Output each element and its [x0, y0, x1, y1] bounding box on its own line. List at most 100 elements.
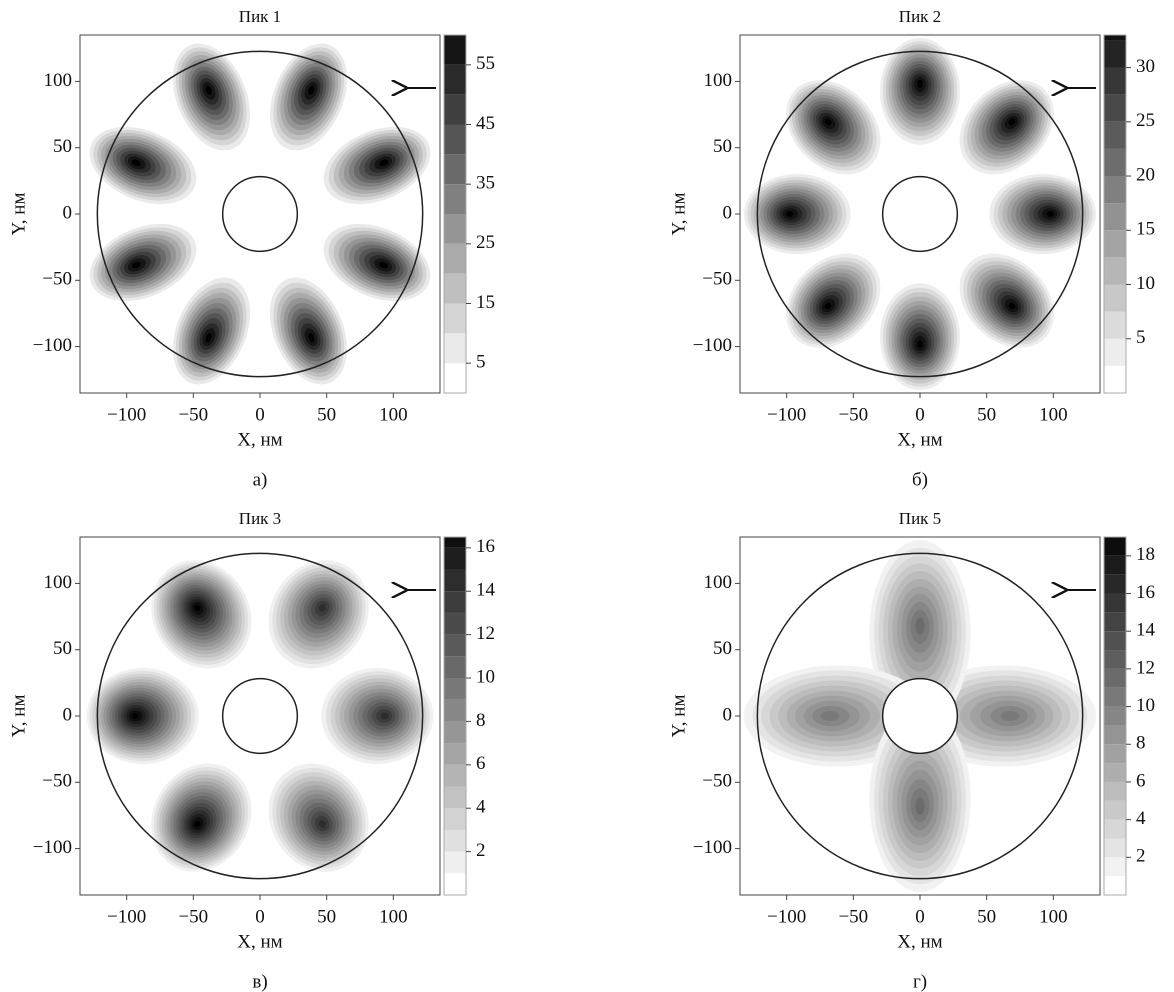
- lobe: [172, 43, 251, 151]
- colorbar-band: [1104, 781, 1126, 801]
- contour-band: [318, 604, 326, 612]
- x-tick-label: 100: [1039, 404, 1068, 425]
- x-axis-label: X, нм: [237, 931, 282, 952]
- y-tick-label: 50: [713, 638, 732, 659]
- contour-band: [131, 713, 139, 719]
- colorbar-band: [444, 829, 466, 852]
- y-axis-label: Y, нм: [668, 193, 689, 236]
- x-tick-label: 100: [1039, 906, 1068, 927]
- colorbar-band: [1104, 687, 1126, 707]
- colorbar-band: [444, 363, 466, 393]
- y-axis-label: Y, нм: [8, 193, 29, 236]
- colorbar-band: [444, 303, 466, 334]
- colorbar-tick-label: 5: [476, 352, 486, 373]
- y-tick-label: −50: [42, 771, 72, 792]
- panel-caption: а): [253, 469, 268, 490]
- colorbar-band: [1104, 257, 1126, 285]
- colorbar-tick-label: 16: [476, 536, 495, 557]
- lobe: [151, 560, 252, 669]
- lobe: [880, 38, 960, 145]
- x-tick-label: −50: [838, 404, 868, 425]
- lobe: [268, 560, 369, 669]
- colorbar-band: [444, 678, 466, 700]
- lobe: [151, 763, 252, 872]
- colorbar-tick-label: 45: [476, 113, 495, 134]
- colorbar-band: [444, 537, 466, 548]
- colorbar-tick-label: 15: [476, 292, 495, 313]
- y-tick-label: 50: [713, 136, 732, 157]
- colorbar-band: [444, 634, 466, 657]
- colorbar-band: [1104, 574, 1126, 594]
- colorbar-band: [444, 94, 466, 125]
- x-tick-label: 100: [379, 404, 408, 425]
- colorbar-tick-label: 8: [476, 710, 486, 731]
- colorbar-tick-label: 55: [476, 53, 495, 74]
- inner-boundary: [881, 677, 959, 755]
- outer-boundary: [96, 552, 424, 880]
- y-axis-label: Y, нм: [8, 695, 29, 738]
- lobe: [880, 283, 960, 390]
- contour-band: [1008, 302, 1016, 310]
- colorbar-band: [1104, 311, 1126, 339]
- field: [744, 540, 1096, 892]
- colorbar-band: [1104, 338, 1126, 366]
- colorbar-band: [1104, 203, 1126, 231]
- x-axis-label: X, нм: [897, 931, 942, 952]
- panel: Пик 5 −100 −50 0 50 100 −100 −50 0 50 100 X, нм Y, н…: [668, 509, 1155, 992]
- panel: Пик 2 −100 −50 0 50 100 −100 −50 0 50 100 X, нм Y, н…: [668, 7, 1155, 490]
- lobe: [323, 126, 431, 205]
- y-axis-label: Y, нм: [668, 695, 689, 738]
- x-tick-label: −50: [178, 906, 208, 927]
- contour-band: [915, 617, 925, 635]
- lobe: [786, 253, 881, 348]
- y-tick-label: 100: [44, 70, 73, 91]
- panel-title: Пик 5: [899, 509, 941, 528]
- contour-band: [917, 340, 923, 348]
- x-tick-label: −50: [838, 906, 868, 927]
- colorbar-band: [1104, 148, 1126, 177]
- y-tick-label: 100: [704, 70, 733, 91]
- lobe: [321, 668, 434, 764]
- colorbar-band: [1104, 365, 1126, 393]
- colorbar-band: [1104, 800, 1126, 820]
- y-tick-label: −100: [693, 837, 732, 858]
- colorbar-tick-label: 25: [1136, 110, 1155, 131]
- x-axis-label: X, нм: [897, 429, 942, 450]
- colorbar-band: [1104, 819, 1126, 839]
- lobe: [959, 80, 1054, 175]
- colorbar-band: [444, 612, 466, 635]
- inner-boundary: [221, 175, 299, 253]
- colorbar-tick-label: 8: [1136, 733, 1146, 754]
- colorbar-band: [1104, 176, 1126, 204]
- contour-band: [1008, 118, 1016, 126]
- colorbar-band: [1104, 555, 1126, 575]
- lobe: [86, 668, 199, 764]
- contour-band: [131, 262, 141, 269]
- colorbar-band: [1104, 725, 1126, 745]
- contour-band: [205, 85, 212, 95]
- colorbar-frame: [1103, 34, 1127, 394]
- colorbar-band: [444, 273, 466, 304]
- colorbar-tick-label: 2: [476, 840, 486, 861]
- colorbar-band: [1104, 763, 1126, 782]
- colorbar-band: [1104, 838, 1126, 858]
- contour-band: [380, 712, 389, 720]
- colorbar-band: [444, 64, 466, 95]
- colorbar-band: [1104, 121, 1126, 149]
- outer-boundary: [756, 50, 1084, 378]
- contour-band: [820, 710, 840, 722]
- x-tick-label: 100: [379, 906, 408, 927]
- colorbar-band: [444, 333, 466, 364]
- lobe: [172, 277, 251, 385]
- contour-band: [1046, 211, 1054, 217]
- lobe: [268, 763, 369, 872]
- y-tick-label: −100: [693, 335, 732, 356]
- contour-band: [917, 80, 923, 88]
- colorbar-band: [1104, 631, 1126, 651]
- contour-band: [205, 333, 212, 343]
- colorbar-band: [444, 699, 466, 722]
- y-tick-label: 100: [44, 572, 73, 593]
- contour-band: [194, 604, 201, 612]
- y-tick-label: −50: [42, 269, 72, 290]
